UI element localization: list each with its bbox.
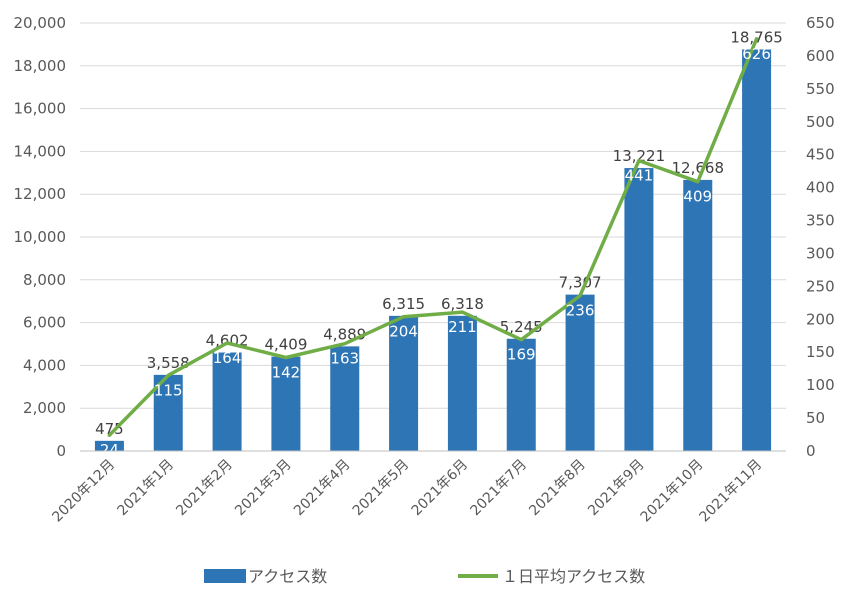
x-tick-label: 2021年3月	[232, 457, 295, 520]
right-tick-label: 150	[806, 343, 835, 361]
bar-value-label: 12,668	[672, 159, 725, 177]
left-tick-label: 4,000	[23, 356, 66, 374]
line-point	[403, 316, 405, 318]
bar-series	[94, 49, 772, 452]
line-value-label: 211	[448, 318, 477, 336]
bar-value-label: 4,889	[323, 325, 366, 343]
right-tick-label: 500	[806, 113, 835, 131]
right-tick-label: 250	[806, 277, 835, 295]
right-tick-label: 550	[806, 80, 835, 98]
bar	[624, 168, 654, 451]
right-axis-ticks: 0 50 100 150 200 250 300 350 400 450 500 550 600 650	[806, 14, 835, 460]
line-point	[226, 342, 228, 344]
x-tick-label: 2021年8月	[526, 457, 589, 520]
bar	[330, 346, 360, 451]
bar-value-label: 6,315	[382, 295, 425, 313]
left-tick-label: 14,000	[14, 142, 67, 160]
legend-line-label: １日平均アクセス数	[502, 567, 645, 586]
x-tick-label: 2020年12月	[49, 457, 118, 526]
right-tick-label: 300	[806, 244, 835, 262]
right-tick-label: 450	[806, 146, 835, 164]
line-value-label: 236	[566, 302, 595, 320]
line-data-labels: 24 115 164 142 163 204 211 169 236 441 409 626	[100, 45, 771, 459]
line-value-label: 204	[389, 323, 418, 341]
x-tick-label: 2021年11月	[697, 457, 766, 526]
bar-value-label: 475	[95, 420, 124, 438]
right-tick-label: 400	[806, 179, 835, 197]
left-tick-label: 6,000	[23, 314, 66, 332]
line-point	[520, 339, 522, 341]
left-axis-ticks: 0 2,000 4,000 6,000 8,000 10,000 12,000 14,000 1…	[14, 14, 67, 460]
line-point	[461, 311, 463, 313]
bar-value-label: 7,307	[559, 274, 602, 292]
left-tick-label: 18,000	[14, 57, 67, 75]
left-tick-label: 0	[56, 442, 66, 460]
bar	[389, 315, 419, 451]
line-value-label: 24	[100, 441, 119, 459]
line-value-label: 164	[213, 349, 242, 367]
legend: アクセス数 １日平均アクセス数	[204, 567, 645, 586]
line-value-label: 626	[742, 45, 771, 63]
bar	[271, 356, 301, 451]
line-value-label: 169	[507, 346, 536, 364]
x-tick-label: 2021年5月	[350, 457, 413, 520]
line-point	[167, 374, 169, 376]
line-point	[108, 434, 110, 436]
right-tick-label: 650	[806, 14, 835, 32]
line-value-label: 163	[330, 350, 359, 368]
legend-bar-swatch	[204, 569, 246, 583]
left-tick-label: 20,000	[14, 14, 67, 32]
right-tick-label: 350	[806, 212, 835, 230]
gridlines	[80, 22, 786, 409]
x-tick-label: 2021年6月	[409, 457, 472, 520]
right-tick-label: 0	[806, 442, 816, 460]
line-point	[285, 356, 287, 358]
bar	[683, 179, 713, 452]
line-value-label: 409	[683, 188, 712, 206]
line-point	[638, 160, 640, 162]
x-tick-label: 2021年1月	[114, 457, 177, 520]
bar	[742, 49, 772, 451]
left-tick-label: 10,000	[14, 228, 67, 246]
line-point	[579, 295, 581, 297]
right-tick-label: 50	[806, 409, 825, 427]
bar-value-label: 3,558	[147, 354, 190, 372]
bar-value-label: 4,409	[264, 336, 307, 354]
bar	[506, 338, 536, 451]
left-tick-label: 8,000	[23, 271, 66, 289]
left-tick-label: 16,000	[14, 100, 67, 118]
legend-bar-label: アクセス数	[248, 567, 327, 586]
line-point	[344, 343, 346, 345]
line-series	[107, 37, 759, 437]
line-point	[756, 38, 758, 40]
bar-value-label: 6,318	[441, 295, 484, 313]
line-value-label: 115	[154, 381, 183, 399]
x-tick-label: 2021年7月	[467, 457, 530, 520]
line-path	[107, 37, 759, 437]
line-point	[697, 181, 699, 183]
right-tick-label: 600	[806, 47, 835, 65]
x-tick-label: 2021年4月	[291, 457, 354, 520]
right-tick-label: 100	[806, 376, 835, 394]
line-value-label: 441	[625, 167, 654, 185]
bar	[212, 352, 242, 451]
left-tick-label: 12,000	[14, 185, 67, 203]
line-value-label: 142	[272, 363, 301, 381]
x-axis-ticks: 2020年12月2021年1月2021年2月2021年3月2021年4月2021…	[49, 457, 765, 526]
bar	[447, 315, 477, 451]
x-tick-label: 2021年9月	[585, 457, 648, 520]
right-tick-label: 200	[806, 310, 835, 328]
bar-value-label: 13,221	[613, 147, 666, 165]
bar	[565, 294, 595, 451]
left-tick-label: 2,000	[23, 399, 66, 417]
x-tick-label: 2021年2月	[173, 457, 236, 520]
bar	[94, 440, 124, 451]
